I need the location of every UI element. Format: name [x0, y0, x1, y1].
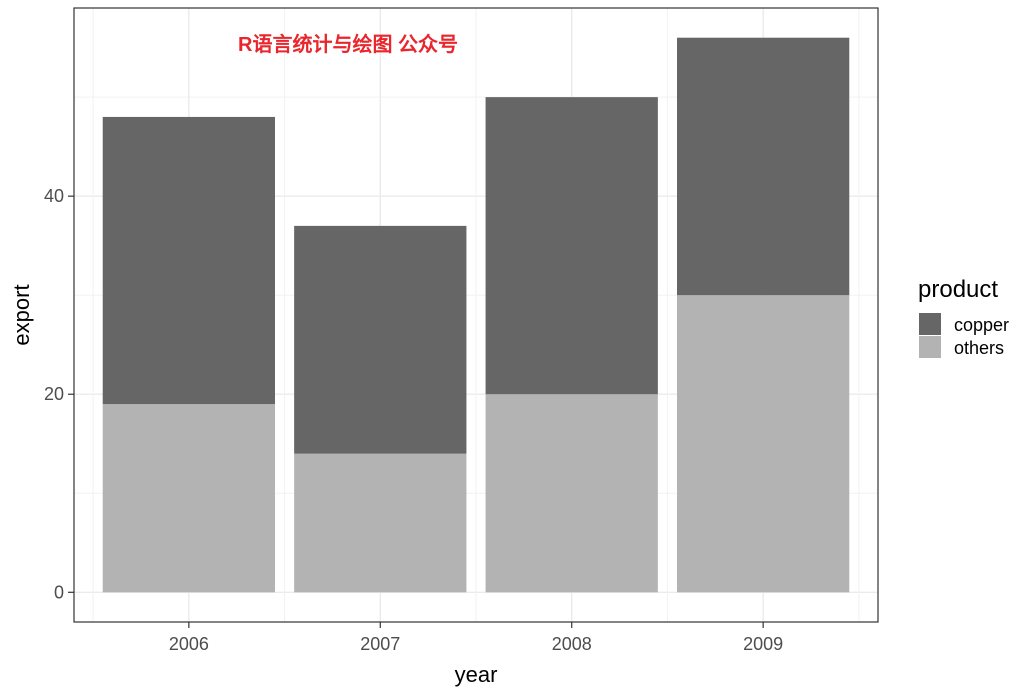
- bar-copper-2006: [102, 116, 275, 405]
- y-axis-ticks: 0 20 40: [44, 186, 74, 602]
- x-axis-ticks: 2006 2007 2008 2009: [169, 622, 783, 654]
- bar-others-2007: [294, 453, 467, 593]
- x-tick-label: 2008: [552, 634, 592, 654]
- panel-border: [73, 7, 879, 623]
- bar-others-2006: [102, 404, 275, 593]
- legend: product copper others: [918, 276, 1009, 358]
- x-axis-title: year: [455, 662, 498, 687]
- bar-copper-2008: [485, 97, 658, 395]
- bar-copper-2009: [677, 37, 850, 296]
- legend-label-copper: copper: [954, 315, 1009, 335]
- bar-others-2009: [677, 295, 850, 593]
- y-tick-label: 0: [54, 582, 64, 602]
- y-axis-title: export: [9, 284, 34, 345]
- legend-key-others: [919, 336, 941, 358]
- bars: [102, 37, 850, 593]
- x-tick-label: 2007: [360, 634, 400, 654]
- x-tick-label: 2006: [169, 634, 209, 654]
- bar-others-2008: [485, 394, 658, 593]
- x-tick-label: 2009: [743, 634, 783, 654]
- legend-title: product: [918, 276, 998, 303]
- legend-key-copper: [919, 313, 941, 335]
- y-tick-label: 20: [44, 384, 64, 404]
- watermark-annotation: R语言统计与绘图 公众号: [238, 32, 458, 56]
- y-tick-label: 40: [44, 186, 64, 206]
- bar-copper-2007: [294, 225, 467, 454]
- legend-label-others: others: [954, 338, 1004, 358]
